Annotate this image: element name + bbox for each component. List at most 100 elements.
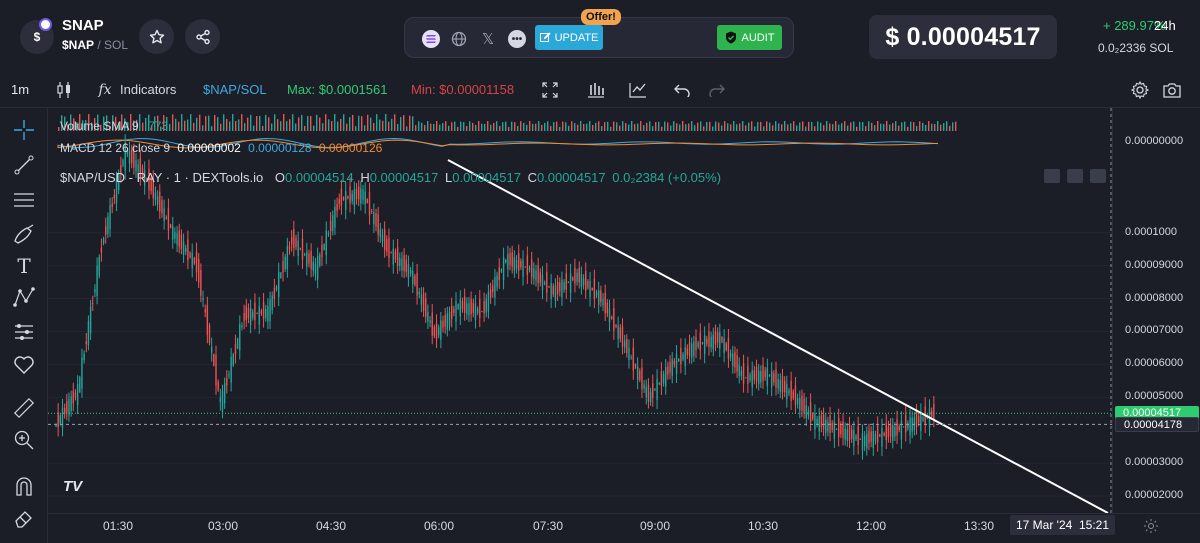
solana-icon[interactable] [422,30,440,48]
change-period: 24h [1154,18,1176,33]
volume-legend[interactable]: Volume SMA 9 773 [60,119,168,133]
candle-body [574,267,576,284]
candle-body [316,256,319,280]
time-axis[interactable]: 17 Mar '24 15:21 01:30 03:00 04:30 06:00 07:… [48,513,1200,543]
candle-body [626,338,628,353]
x-twitter-icon[interactable]: 𝕏 [481,31,495,48]
horizontal-lines-icon[interactable] [12,188,36,212]
audit-button[interactable]: AUDIT [717,25,782,50]
globe-icon[interactable] [450,30,468,48]
fullscreen-icon[interactable] [540,80,560,100]
more-icon[interactable]: ••• [508,30,526,48]
macd-value-2: 0.00000128 [248,141,312,155]
volume-bar [757,121,759,131]
interval-selector[interactable]: 1m [11,82,30,97]
function-icon[interactable]: fx [98,82,112,98]
settings-gear-icon[interactable] [1130,80,1150,100]
candle-body [667,366,669,375]
candles-icon[interactable] [54,80,74,100]
candle-body [466,303,468,315]
price-axis[interactable]: 0.00000000 0.0001000 0.00009000 0.00008000 0… [1112,108,1200,513]
candle-body [634,363,637,369]
text-tool-icon[interactable]: T [17,254,31,278]
redo-icon[interactable] [707,80,727,100]
compare-chart-icon[interactable] [628,80,648,100]
trend-line [447,159,1109,513]
candle-body [472,303,474,313]
bar-chart-icon[interactable] [586,80,606,100]
zoom-in-icon[interactable] [12,428,36,452]
candle-body [228,374,230,376]
candle-body [180,234,183,249]
favorite-star-button[interactable] [139,19,174,54]
candle-body [563,282,565,290]
candle-body [507,253,509,270]
candle-body [481,311,483,313]
camera-icon[interactable] [1162,80,1182,100]
candle-body [552,286,554,295]
pane-up-button[interactable] [1044,169,1060,183]
volume-bar [346,123,348,131]
symbol-label[interactable]: $NAP/SOL [203,82,267,97]
volume-bar [754,126,756,131]
candle-body [699,332,702,351]
candle-body [396,247,399,266]
volume-bar [409,115,411,131]
candle-body [533,268,535,279]
macd-signal-line [57,139,939,149]
volume-bar [832,124,834,131]
indicators-button[interactable]: Indicators [120,82,177,97]
candle-body [241,325,243,328]
trend-line-icon[interactable] [12,153,36,177]
candle-body [156,196,159,205]
ruler-icon[interactable] [12,396,36,420]
magnet-icon[interactable] [12,474,36,498]
undo-icon[interactable] [672,80,692,100]
volume-bar [712,126,714,131]
volume-bar [901,122,903,131]
candle-body [775,369,777,388]
pane-close-button[interactable] [1067,169,1083,183]
candle-body [660,371,663,387]
volume-bar [190,114,192,131]
candle-body [753,370,756,380]
volume-bar [250,114,252,131]
volume-bar [688,123,690,131]
pane-more-button[interactable] [1090,169,1106,183]
pattern-icon[interactable] [12,286,36,310]
candle-body [223,383,226,404]
candle-body [61,407,64,428]
update-button[interactable]: UPDATE [535,25,603,50]
offer-badge[interactable]: Offer! [581,9,621,25]
candle-body [680,347,682,365]
volume-bar [484,123,486,131]
candle-body [74,392,77,397]
volume-bar [559,126,561,131]
candle-body [455,301,457,322]
volume-bar [451,122,453,131]
forecast-icon[interactable] [12,320,36,344]
share-button[interactable] [185,19,220,54]
heart-icon[interactable] [12,353,36,377]
brush-icon[interactable] [12,222,36,246]
candle-body [394,251,397,260]
chart-canvas[interactable] [48,108,1112,513]
volume-bar [826,121,828,131]
volume-bar [535,123,537,131]
price-chart[interactable]: Volume SMA 9 773 MACD 12 26 close 9 0.00… [48,108,1112,513]
candle-body [907,422,909,429]
candle-body [189,252,191,258]
eraser-icon[interactable] [12,506,36,530]
candle-body [494,277,496,298]
axis-settings-icon[interactable] [1143,518,1159,534]
volume-bar [640,121,642,131]
candle-body [193,258,196,264]
volume-bar [292,114,294,131]
candle-body [271,295,273,311]
macd-legend[interactable]: MACD 12 26 close 9 0.00000002 0.00000128… [60,141,382,155]
min-price: Min: $0.00001158 [411,82,515,97]
candle-body [608,308,611,323]
candle-body [673,360,676,365]
crosshair-icon[interactable] [12,118,36,142]
volume-bar [163,115,165,131]
